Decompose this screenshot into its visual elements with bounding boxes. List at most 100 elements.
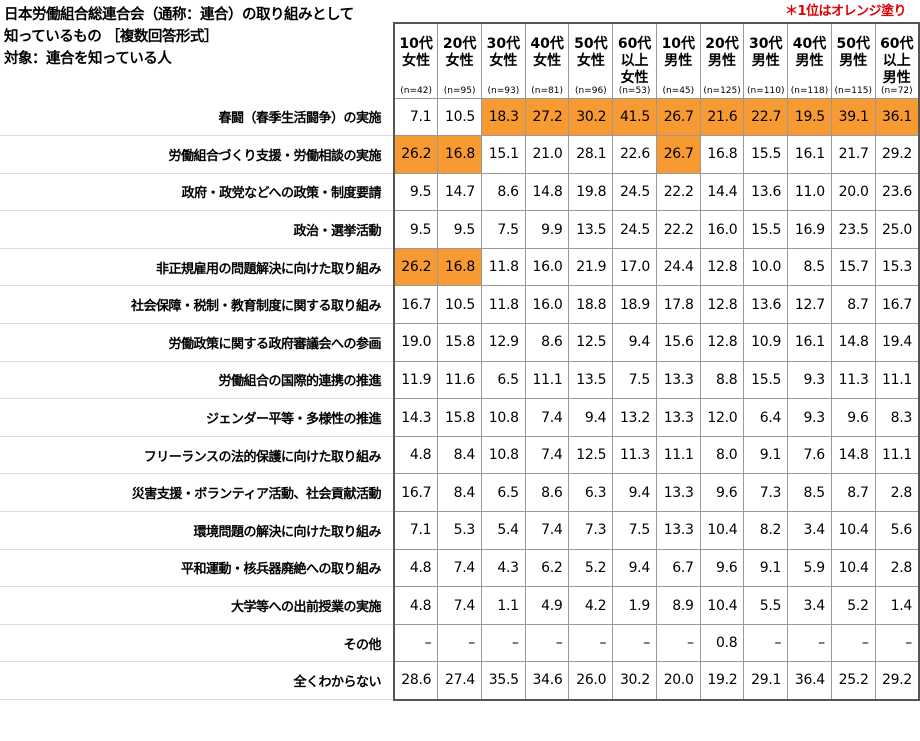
table-row: 政府・政党などへの政策・制度要請 9.5 14.7 8.6 14.8 19.8 24.5 22…: [0, 172, 920, 212]
value-cell: 8.7: [830, 473, 876, 513]
value-cell: 30.2: [612, 661, 657, 701]
row-label: 平和運動・核兵器廃絶への取り組み: [0, 549, 395, 588]
value-cell-top: 26.2: [393, 135, 439, 174]
value-cell: 8.3: [874, 398, 920, 437]
column-label: 40代 男性: [792, 36, 827, 69]
column-header: 20代 女性 (n=95): [437, 22, 482, 99]
value-cell: 9.1: [743, 435, 789, 475]
value-cell: 11.8: [481, 285, 526, 325]
value-cell: 4.8: [393, 435, 439, 475]
value-cell: 11.8: [481, 247, 526, 287]
value-cell: –: [830, 623, 876, 663]
value-cell: 20.0: [830, 172, 876, 212]
value-cell: 36.4: [787, 661, 832, 701]
value-cell: 6.7: [655, 548, 701, 588]
value-cell: 10.8: [481, 435, 526, 475]
column-label: 50代 女性: [574, 36, 608, 69]
value-cell: 22.2: [655, 210, 701, 249]
column-header: 30代 男性 (n=110): [743, 22, 789, 99]
value-cell: 7.4: [524, 398, 570, 437]
value-cell: 8.6: [481, 172, 526, 212]
value-cell: 11.1: [524, 360, 570, 400]
row-label: 環境問題の解決に向けた取り組み: [0, 511, 395, 550]
value-cell: 8.8: [699, 360, 745, 400]
value-cell: 13.6: [743, 172, 789, 212]
value-cell-top: 19.5: [787, 97, 832, 137]
column-label: 60代 以上 女性: [617, 36, 652, 86]
column-header: 60代 以上 男性 (n=72): [874, 22, 920, 99]
value-cell: 22.6: [612, 135, 657, 174]
value-cell: 9.4: [612, 473, 657, 513]
value-cell: 11.1: [874, 360, 920, 400]
value-cell: 10.4: [830, 511, 876, 550]
value-cell: 13.5: [568, 360, 614, 400]
value-cell: 8.5: [787, 247, 832, 287]
value-cell: 3.4: [787, 586, 832, 625]
table-row: フリーランスの法的保護に向けた取り組み 4.8 8.4 10.8 7.4 12.5 11.3…: [0, 435, 920, 475]
table-row: 全くわからない 28.6 27.4 35.5 34.6 26.0 30.2 20.0 19.2 2…: [0, 661, 920, 701]
column-sample-size: (n=115): [834, 85, 872, 96]
value-cell: 10.8: [481, 398, 526, 437]
value-cell: 9.4: [568, 398, 614, 437]
value-cell: 11.9: [393, 360, 439, 400]
table-row: 春闘（春季生活闘争）の実施 7.1 10.5 18.3 27.2 30.2 41.5 26.7…: [0, 97, 920, 137]
column-label: 10代 男性: [661, 36, 696, 69]
value-cell: 10.0: [743, 247, 789, 287]
value-cell-top: 22.7: [743, 97, 789, 137]
value-cell-top: 16.8: [437, 247, 482, 287]
value-cell: 10.4: [830, 548, 876, 588]
value-cell: 18.8: [568, 285, 614, 325]
value-cell: 9.3: [787, 398, 832, 437]
value-cell: 8.9: [655, 586, 701, 625]
value-cell: 8.6: [524, 473, 570, 513]
column-label: 40代 女性: [530, 36, 564, 69]
value-cell: 7.5: [612, 360, 657, 400]
value-cell: 9.4: [612, 548, 657, 588]
value-cell: 9.4: [612, 323, 657, 362]
value-cell: 11.3: [830, 360, 876, 400]
table-row: 平和運動・核兵器廃絶への取り組み 4.8 7.4 4.3 6.2 5.2 9.4 6.7 9.6…: [0, 548, 920, 588]
column-header: 10代 女性 (n=42): [393, 22, 439, 99]
value-cell: 11.1: [655, 435, 701, 475]
value-cell: 7.4: [524, 511, 570, 550]
row-label: 春闘（春季生活闘争）の実施: [0, 98, 395, 137]
value-cell: 16.0: [699, 210, 745, 249]
value-cell: 15.5: [743, 360, 789, 400]
value-cell: 11.6: [437, 360, 482, 400]
value-cell: 13.5: [568, 210, 614, 249]
value-cell: 7.4: [437, 586, 482, 625]
value-cell: 6.5: [481, 360, 526, 400]
value-cell: 11.1: [874, 435, 920, 475]
value-cell: 10.4: [699, 511, 745, 550]
value-cell: 2.8: [874, 473, 920, 513]
value-cell: 24.5: [612, 172, 657, 212]
value-cell: 5.2: [830, 586, 876, 625]
value-cell: 4.8: [393, 548, 439, 588]
column-sample-size: (n=125): [703, 85, 741, 96]
row-label: 社会保障・税制・教育制度に関する取り組み: [0, 285, 395, 325]
value-cell-top: 26.7: [655, 135, 701, 174]
value-cell: –: [655, 623, 701, 663]
value-cell-top: 30.2: [568, 97, 614, 137]
column-header: 60代 以上 女性 (n=53): [612, 22, 657, 99]
value-cell: –: [787, 623, 832, 663]
value-cell: 8.2: [743, 511, 789, 550]
value-cell: 14.4: [699, 172, 745, 212]
value-cell: 21.7: [830, 135, 876, 174]
column-label: 30代 男性: [749, 36, 783, 69]
value-cell: 12.9: [481, 323, 526, 362]
value-cell: 7.1: [393, 511, 439, 550]
value-cell: 9.5: [393, 210, 439, 249]
value-cell: 12.8: [699, 285, 745, 325]
value-cell: 16.1: [787, 135, 832, 174]
value-cell: 12.8: [699, 247, 745, 287]
value-cell: 9.9: [524, 210, 570, 249]
row-label: その他: [0, 624, 395, 663]
value-cell: 8.4: [437, 473, 482, 513]
value-cell: 25.0: [874, 210, 920, 249]
table-row: 労働政策に関する政府審議会への参画 19.0 15.8 12.9 8.6 12.5 9.4 1…: [0, 323, 920, 362]
title-line: 日本労働組合総連合会（通称：連合）の取り組みとして: [4, 7, 354, 23]
value-cell: 9.5: [437, 210, 482, 249]
value-cell: –: [524, 623, 570, 663]
value-cell: 7.1: [393, 97, 439, 137]
